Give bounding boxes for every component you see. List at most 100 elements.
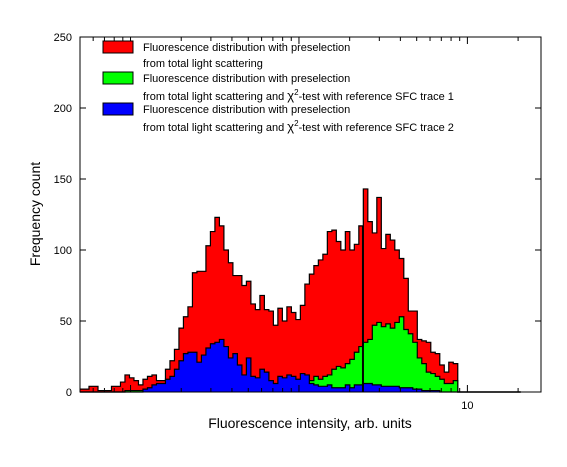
- histogram-bar: [286, 374, 292, 392]
- y-tick-label: 100: [54, 245, 72, 257]
- histogram-bar: [439, 379, 445, 392]
- histogram-bar: [210, 231, 216, 392]
- histogram-bar: [336, 387, 342, 392]
- histogram-bar: [286, 306, 292, 392]
- histogram-bar: [237, 365, 243, 392]
- histogram-bar: [331, 387, 337, 392]
- histogram-bar: [340, 367, 346, 392]
- histogram-bar: [331, 369, 337, 392]
- histogram-bar: [426, 342, 432, 392]
- histogram-bar: [363, 188, 369, 392]
- histogram-bar: [336, 241, 342, 392]
- y-tick-label: 200: [54, 103, 72, 115]
- histogram-bar: [327, 374, 333, 392]
- histogram-bar: [268, 311, 274, 392]
- histogram-bar: [376, 322, 382, 392]
- histogram-bar: [367, 221, 373, 392]
- histogram-bar: [309, 274, 315, 392]
- histogram-bar: [219, 225, 225, 392]
- histogram-bar: [192, 272, 198, 392]
- histogram-bar: [178, 328, 184, 392]
- legend-entry3-line1: Fluorescence distribution with preselect…: [143, 104, 350, 116]
- histogram-bar: [430, 390, 436, 392]
- legend-entry2-line2: from total light scattering and χ2-test …: [143, 88, 454, 103]
- histogram-bar: [273, 383, 279, 392]
- histogram-bar: [367, 339, 373, 392]
- histogram-bar: [210, 343, 216, 392]
- histogram-bar: [124, 390, 130, 392]
- histogram-bar: [381, 326, 387, 392]
- histogram-bar: [250, 303, 256, 392]
- y-tick-label: 150: [54, 174, 72, 186]
- x-tick-label: 10: [461, 400, 473, 412]
- histogram-bar: [444, 383, 450, 392]
- histogram-bar: [196, 362, 202, 392]
- histogram-bar: [412, 342, 418, 392]
- histogram-bar: [322, 254, 328, 392]
- y-axis-label: Frequency count: [27, 162, 43, 266]
- histogram-bar: [201, 355, 207, 392]
- histogram-bar: [138, 390, 144, 392]
- histogram-bar: [255, 309, 261, 392]
- histogram-bar: [426, 390, 432, 392]
- histogram-bar: [408, 333, 414, 392]
- histogram-bar: [349, 359, 355, 392]
- histogram-bar: [156, 383, 162, 392]
- histogram-bar: [309, 383, 315, 392]
- histogram-bar: [372, 384, 378, 392]
- histogram-bar: [363, 383, 369, 392]
- histogram-bar: [349, 387, 355, 392]
- series-layer: [80, 188, 521, 393]
- histogram-bar: [201, 271, 207, 392]
- histogram-bar: [205, 347, 211, 392]
- histogram-bar: [345, 384, 351, 392]
- legend-swatch-green: [102, 71, 134, 85]
- histogram-bar: [318, 379, 324, 392]
- y-tick-label: 50: [60, 316, 72, 328]
- histogram-bar: [237, 275, 243, 392]
- histogram-bar: [232, 353, 238, 392]
- histogram-bar: [88, 386, 94, 392]
- histogram-bar: [129, 377, 135, 392]
- histogram-bar: [394, 386, 400, 392]
- histogram-bar: [205, 245, 211, 392]
- histogram-bar: [453, 380, 459, 392]
- histogram-bar: [174, 369, 180, 392]
- histogram-bar: [417, 357, 423, 392]
- histogram-bar: [147, 376, 153, 392]
- histogram-bar: [214, 217, 220, 392]
- histogram-bar: [133, 380, 139, 392]
- histogram-bar: [84, 389, 90, 392]
- histogram-bar: [178, 360, 184, 392]
- histogram-bar: [169, 376, 175, 392]
- histogram-bar: [129, 390, 135, 392]
- histogram-bar: [151, 384, 157, 392]
- histogram-bar: [264, 309, 270, 392]
- histogram-bar: [232, 275, 238, 392]
- histogram-bar: [124, 374, 130, 392]
- histogram-bar: [394, 322, 400, 392]
- histogram-bar: [430, 352, 436, 392]
- histogram-bar: [241, 374, 247, 392]
- histogram-bar: [403, 387, 409, 392]
- histogram-bar: [394, 250, 400, 392]
- histogram-bar: [376, 197, 382, 392]
- histogram-bar: [304, 374, 310, 392]
- histogram-bar: [115, 386, 121, 392]
- histogram-bar: [421, 390, 427, 392]
- histogram-bar: [80, 389, 85, 392]
- histogram-bar: [354, 352, 360, 392]
- histogram-bar: [160, 383, 166, 392]
- histogram-bar: [417, 389, 423, 392]
- histogram-bar: [277, 376, 283, 392]
- red-series-outline: [80, 188, 521, 393]
- legend-entry3-line2: from total light scattering and χ2-test …: [143, 119, 454, 134]
- histogram-bar: [313, 376, 319, 392]
- histogram-bar: [408, 387, 414, 392]
- histogram-bar: [228, 262, 234, 392]
- legend-entry2-line1: Fluorescence distribution with preselect…: [143, 73, 350, 85]
- histogram-bar: [430, 373, 436, 392]
- histogram-bar: [340, 387, 346, 392]
- legend: Fluorescence distribution with preselect…: [102, 40, 454, 134]
- histogram-bar: [354, 384, 360, 392]
